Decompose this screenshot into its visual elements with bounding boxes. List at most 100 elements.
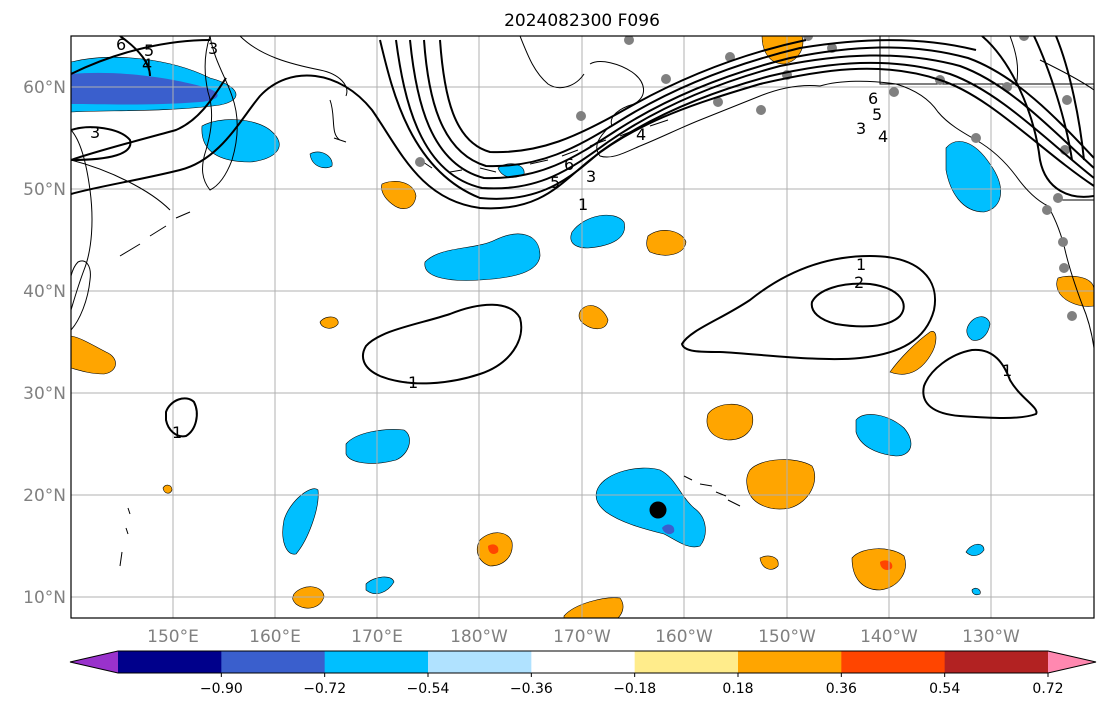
colorbar-segment [118, 651, 222, 673]
colorbar-tick-label: −0.90 [200, 681, 243, 697]
lon-label: 140°W [860, 627, 918, 647]
contour-label: 3 [90, 123, 100, 142]
longitude-labels: 150°E 160°E 170°E 180°W 170°W 160°W 150°… [147, 627, 1020, 647]
station-dot [1058, 237, 1068, 247]
station-dot [1059, 263, 1069, 273]
shade-orange-small [162, 484, 173, 494]
station-dot [971, 133, 981, 143]
colorbar-segment [738, 651, 842, 673]
lat-label: 50°N [23, 180, 66, 200]
colorbar-outline [69, 650, 1097, 674]
shade-cyan-8 [965, 543, 985, 556]
shade-orange-3 [319, 316, 339, 329]
contour-label: 1 [856, 255, 866, 274]
contour-nw-4 [119, 36, 151, 77]
contour-cpac-1 [362, 303, 523, 385]
coast-seward [519, 36, 644, 127]
contour-label: 6 [116, 35, 126, 54]
colorbar-extend-low [70, 651, 118, 673]
station-dot [1053, 193, 1063, 203]
lon-label: 130°W [962, 627, 1020, 647]
station-dot [415, 157, 425, 167]
shade-orange-10 [759, 555, 779, 570]
contour-wpac-1 [165, 397, 198, 438]
colorbar-extend-high [1048, 651, 1096, 673]
station-dot [713, 97, 723, 107]
latitude-labels: 60°N 50°N 40°N 30°N 20°N 10°N [23, 78, 66, 608]
coast-canada-border [879, 36, 1094, 201]
lat-label: 40°N [23, 282, 66, 302]
contour-jet-3 [395, 39, 1094, 190]
coast-kamchatka [202, 36, 238, 191]
colorbar [69, 650, 1097, 674]
colorbar-tick-label: −0.36 [510, 681, 553, 697]
lon-label: 170°E [351, 627, 403, 647]
shade-cyan-2 [424, 233, 541, 281]
contour-label: 1 [172, 423, 182, 442]
colorbar-tick-label: 0.18 [722, 681, 753, 697]
contour-epac-1 [922, 348, 1038, 419]
shade-cyan-4 [966, 316, 991, 341]
contour-jet-2 [379, 39, 1094, 200]
shade-orange-9 [851, 548, 906, 591]
contour-label: 5 [872, 105, 882, 124]
contour-label: 2 [854, 273, 864, 292]
colorbar-tick-label: 0.72 [1032, 681, 1063, 697]
contour-label: 1 [408, 373, 418, 392]
shade-cyan-9 [971, 588, 981, 596]
coast-bc [1047, 205, 1094, 349]
lat-label: 20°N [23, 486, 66, 506]
storm-center-marker [649, 501, 667, 519]
shade-orange-5 [889, 331, 937, 375]
contour-label: 6 [564, 155, 574, 174]
station-dot [1067, 311, 1077, 321]
shade-cyan-6 [345, 429, 410, 464]
station-dot [889, 87, 899, 97]
contour-label: 6 [868, 89, 878, 108]
colorbar-segment [634, 651, 739, 673]
contour-label-layer: 6 5 4 3 3 6 5 3 1 4 6 5 3 4 1 2 1 1 1 [90, 35, 1012, 442]
coast-alaska-w [596, 85, 821, 158]
shade-cyan-nw2 [309, 151, 333, 169]
colorbar-segment [531, 651, 636, 673]
lat-label: 30°N [23, 384, 66, 404]
contour-label: 3 [586, 167, 596, 186]
lat-label: 10°N [23, 588, 66, 608]
map-border [70, 35, 1095, 619]
station-dot [624, 36, 634, 45]
shade-cyan-ak [945, 141, 1001, 213]
contour-jet-5 [423, 39, 977, 168]
lon-label: 160°W [655, 627, 713, 647]
shade-orange-4 [578, 305, 609, 330]
colorbar-tick-label: −0.54 [407, 681, 450, 697]
contour-label: 1 [1002, 361, 1012, 380]
colorbar-segment [428, 651, 532, 673]
station-dot [661, 74, 671, 84]
map-content [71, 36, 1094, 618]
contours [71, 36, 1094, 438]
colorbar-tick-label: 0.54 [929, 681, 960, 697]
shade-orange-6 [706, 403, 754, 441]
contour-nw-5 [71, 77, 227, 161]
colorbar-segment [221, 651, 326, 673]
contour-label: 5 [550, 173, 560, 192]
coast-izu [119, 507, 131, 567]
lon-label: 180°W [450, 627, 508, 647]
coast-hawaii [683, 475, 741, 507]
contour-jet-6 [439, 39, 807, 154]
colorbar-tick-label: −0.72 [303, 681, 346, 697]
station-dot [1019, 36, 1029, 41]
shade-blue-nw [71, 72, 218, 105]
contour-label: 1 [578, 195, 588, 214]
shade-orange-1 [381, 181, 417, 209]
contour-ak-2 [1033, 36, 1073, 161]
station-dot [1062, 95, 1072, 105]
shade-cyan-10 [365, 576, 395, 594]
contour-nw-w [71, 126, 132, 161]
lon-label: 170°W [553, 627, 611, 647]
contour-ak-3 [1055, 36, 1085, 161]
contour-jet-1 [71, 67, 1094, 210]
lon-label: 160°E [249, 627, 301, 647]
shade-orange-7 [746, 459, 816, 510]
